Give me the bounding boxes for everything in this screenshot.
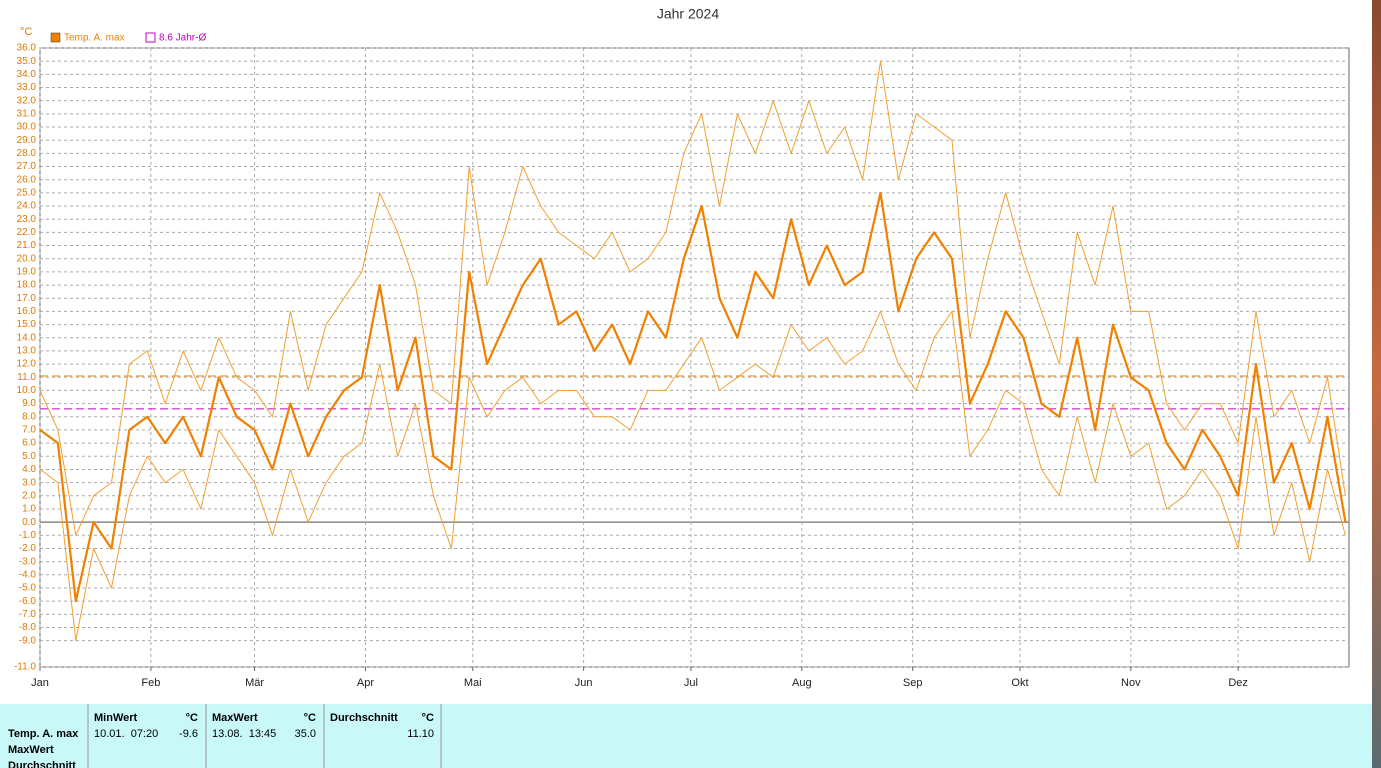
cell-value: 11.10 — [407, 728, 434, 740]
column-header: Durchschnitt — [330, 712, 398, 724]
y-tick-label: 26.0 — [17, 174, 37, 185]
legend-swatch — [145, 32, 156, 43]
column-header: MaxWert — [212, 712, 258, 724]
x-tick-label: Mär — [245, 677, 264, 689]
y-tick-label: 24.0 — [17, 201, 37, 212]
y-tick-label: 25.0 — [17, 188, 37, 199]
data-line — [39, 310, 1346, 642]
y-tick-label: -11.0 — [14, 662, 36, 673]
y-tick-label: 9.0 — [22, 398, 36, 409]
x-tick-label: Jan — [31, 677, 49, 689]
y-tick-label: 10.0 — [17, 385, 37, 396]
row-label: Durchschnitt — [8, 760, 76, 768]
y-tick-label: 20.0 — [17, 253, 37, 264]
legend-swatch — [50, 32, 61, 43]
data-line — [39, 191, 1347, 603]
y-tick-label: 6.0 — [22, 438, 36, 449]
photo-strip — [1372, 0, 1381, 768]
y-tick-label: 15.0 — [17, 319, 37, 330]
y-tick-label: 16.0 — [17, 306, 37, 317]
y-tick-label: -8.0 — [19, 622, 37, 633]
x-tick-label: Mai — [464, 677, 482, 689]
y-tick-label: 8.0 — [22, 411, 36, 422]
data-line — [39, 60, 1346, 536]
y-tick-label: 11.0 — [17, 372, 36, 383]
column-header: MinWert — [94, 712, 138, 724]
cell-value: 35.0 — [295, 728, 316, 740]
y-tick-label: -2.0 — [19, 543, 37, 554]
y-tick-label: -4.0 — [19, 569, 37, 580]
y-tick-label: 33.0 — [17, 82, 37, 93]
y-tick-label: 18.0 — [17, 280, 37, 291]
y-tick-label: 12.0 — [17, 359, 37, 370]
cell-time: 10.01. 07:20 — [94, 728, 158, 740]
y-tick-label: 22.0 — [17, 227, 37, 238]
y-tick-label: 30.0 — [17, 122, 37, 133]
legend-label: 8.6 Jahr-Ø — [159, 33, 206, 44]
x-tick-label: Aug — [792, 677, 812, 689]
stats-table — [0, 704, 1372, 768]
cell-value: -9.6 — [179, 728, 198, 740]
row-label: MaxWert — [8, 744, 54, 756]
y-tick-label: 4.0 — [22, 464, 36, 475]
y-tick-label: 2.0 — [22, 490, 36, 501]
x-tick-label: Okt — [1011, 677, 1028, 689]
y-tick-label: -1.0 — [19, 530, 37, 541]
y-tick-label: 36.0 — [17, 43, 37, 54]
y-tick-label: 17.0 — [17, 293, 37, 304]
y-tick-label: -9.0 — [19, 635, 37, 646]
y-tick-label: 27.0 — [17, 161, 37, 172]
y-tick-label: 14.0 — [17, 332, 37, 343]
column-unit: °C — [304, 712, 316, 724]
column-unit: °C — [186, 712, 198, 724]
y-tick-label: 32.0 — [17, 95, 37, 106]
x-tick-label: Nov — [1121, 677, 1141, 689]
y-tick-label: 3.0 — [22, 477, 36, 488]
y-unit: °C — [20, 26, 32, 38]
cell-time: 13.08. 13:45 — [212, 728, 276, 740]
y-tick-label: 23.0 — [17, 214, 37, 225]
y-tick-label: 35.0 — [17, 56, 37, 67]
y-tick-label: -5.0 — [19, 583, 37, 594]
x-tick-label: Jun — [575, 677, 593, 689]
y-tick-label: -6.0 — [19, 596, 37, 607]
y-tick-label: 19.0 — [17, 267, 37, 278]
y-tick-label: -3.0 — [19, 556, 37, 567]
x-tick-label: Dez — [1228, 677, 1248, 689]
plot-area — [39, 47, 1350, 668]
y-tick-label: 29.0 — [17, 135, 37, 146]
x-tick-label: Sep — [903, 677, 923, 689]
row-label: Temp. A. max — [8, 728, 79, 740]
y-tick-label: 28.0 — [17, 148, 37, 159]
y-tick-label: 7.0 — [22, 425, 36, 436]
y-tick-label: 13.0 — [17, 346, 37, 357]
y-tick-label: 34.0 — [17, 69, 37, 80]
y-tick-label: 1.0 — [22, 504, 36, 515]
x-tick-label: Jul — [684, 677, 698, 689]
y-tick-label: 21.0 — [17, 240, 37, 251]
y-tick-label: 31.0 — [17, 108, 37, 119]
x-tick-label: Apr — [357, 677, 374, 689]
chart-title: Jahr 2024 — [657, 6, 719, 22]
x-tick-label: Feb — [141, 677, 160, 689]
y-tick-label: 0.0 — [22, 517, 36, 528]
column-unit: °C — [422, 712, 434, 724]
y-tick-label: 5.0 — [22, 451, 36, 462]
legend-label: Temp. A. max — [64, 33, 125, 44]
y-tick-label: -7.0 — [19, 609, 37, 620]
